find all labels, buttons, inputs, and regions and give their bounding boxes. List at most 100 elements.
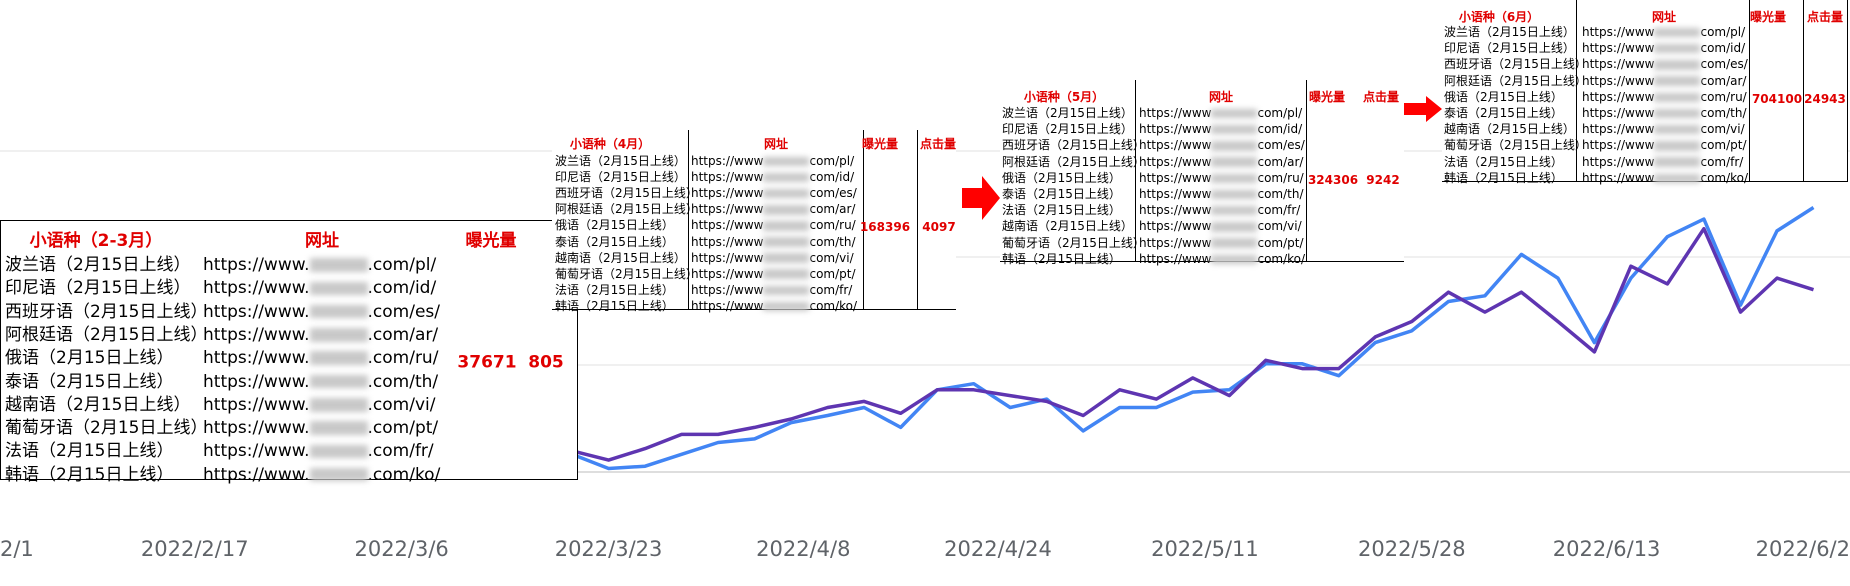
language: 越南语（2月15日上线）	[5, 394, 191, 415]
url: https://www com/ko/	[1582, 172, 1748, 184]
url: https://www com/ru/	[1139, 172, 1304, 184]
url: https://www com/ru/	[691, 219, 856, 231]
redacted	[1211, 222, 1258, 232]
impressions: 704100	[1751, 92, 1803, 106]
url-prefix: https://www	[1139, 251, 1212, 266]
impressions: 168396	[859, 220, 911, 234]
url-suffix: .com/vi/	[367, 394, 436, 415]
url: https://www com/vi/	[1139, 220, 1302, 232]
url-prefix: https://www	[1139, 187, 1212, 201]
url: https://www com/th/	[1582, 107, 1747, 119]
url-suffix: com/fr/	[809, 282, 853, 297]
table-rule	[1306, 80, 1307, 262]
url-prefix: https://www	[1582, 89, 1655, 104]
language: 越南语（2月15日上线）	[555, 250, 686, 265]
table-rule	[1847, 0, 1848, 182]
table-header: 网址	[763, 137, 789, 151]
language: 韩语（2月15日上线）	[1444, 170, 1563, 185]
x-tick-label: 2022/5/28	[1358, 537, 1466, 561]
x-tick-label: 2022/5/11	[1151, 537, 1259, 561]
url-suffix: com/pt/	[809, 266, 856, 281]
url: https://www com/ar/	[1582, 75, 1746, 87]
language: 韩语（2月15日上线）	[555, 298, 674, 313]
language: 俄语（2月15日上线）	[1002, 170, 1121, 185]
x-tick-label: 2022/3/6	[354, 537, 448, 561]
url-prefix: https://www	[1582, 41, 1655, 56]
url-prefix: https://www.	[203, 324, 310, 345]
url-suffix: .com/ar/	[367, 324, 439, 345]
table-rule	[863, 130, 864, 310]
url-prefix: https://www	[691, 186, 764, 201]
url-prefix: https://www.	[203, 441, 310, 462]
redacted	[1211, 189, 1258, 200]
data-table: 小语种（2-3月） 网址 曝光量 波兰语（2月15日上线） https://www. .c…	[0, 220, 578, 483]
url: https://www com/fr/	[691, 284, 852, 296]
redacted	[763, 301, 810, 312]
url-suffix: com/vi/	[809, 250, 854, 265]
url-prefix: https://www	[1582, 25, 1655, 39]
url: https://www com/id/	[1139, 123, 1302, 135]
url-suffix: .com/ko/	[367, 464, 441, 485]
url-prefix: https://www	[1139, 138, 1212, 153]
url-suffix: .com/es/	[367, 301, 440, 322]
url: https://www. .com/ko/	[203, 464, 441, 485]
data-table: 小语种（4月） 网址 曝光量 点击量 波兰语（2月15日上线） https://www co…	[552, 130, 956, 313]
url-suffix: .com/ru/	[367, 348, 439, 369]
redacted	[309, 467, 368, 482]
url-prefix: https://www.	[203, 301, 310, 322]
url-suffix: .com/pt/	[367, 418, 439, 439]
url-prefix: https://www	[1139, 170, 1212, 185]
url-prefix: https://www	[691, 202, 764, 217]
table-rule	[1749, 0, 1750, 182]
url: https://www com/pl/	[1582, 26, 1745, 38]
language: 法语（2月15日上线）	[1444, 154, 1563, 169]
redacted	[1211, 141, 1258, 151]
redacted	[1654, 173, 1701, 184]
language: 泰语（2月15日上线）	[1002, 187, 1121, 201]
redacted	[1211, 108, 1258, 119]
redacted	[1211, 254, 1258, 265]
url: https://www. .com/fr/	[203, 443, 434, 460]
url-suffix: .com/th/	[367, 371, 439, 392]
url-prefix: https://www	[1582, 154, 1655, 169]
language: 泰语（2月15日上线）	[555, 234, 674, 249]
url-suffix: com/es/	[1700, 57, 1748, 72]
redacted	[1211, 238, 1258, 248]
language: 印尼语（2月15日上线）	[1444, 41, 1575, 56]
table-header: 小语种（6月）	[1458, 10, 1540, 24]
url-prefix: https://www	[691, 154, 764, 168]
url: https://www. .com/th/	[203, 371, 439, 392]
redacted	[1211, 205, 1258, 216]
url: https://www com/ru/	[1582, 91, 1747, 103]
url-prefix: https://www	[691, 234, 764, 249]
redacted	[763, 237, 810, 247]
redacted	[309, 304, 368, 319]
redacted	[1654, 76, 1701, 86]
table-rule	[1135, 80, 1136, 262]
url-prefix: https://www	[1139, 154, 1212, 169]
redacted	[309, 258, 368, 272]
url-prefix: https://www	[1582, 57, 1655, 72]
url-suffix: com/th/	[809, 234, 856, 249]
url-prefix: https://www	[691, 218, 764, 233]
table-header: 曝光量	[861, 137, 899, 151]
data-table: 小语种（6月） 网址 曝光量 点击量 波兰语（2月15日上线） https://www co…	[1442, 0, 1848, 185]
url-suffix: com/pl/	[1700, 25, 1746, 39]
impressions: 324306	[1307, 173, 1359, 187]
redacted	[763, 253, 810, 263]
x-tick-label: 2022/4/8	[756, 537, 850, 561]
url-suffix: com/es/	[809, 186, 857, 201]
url-prefix: https://www.	[203, 418, 310, 439]
language: 泰语（2月15日上线）	[5, 371, 174, 392]
language: 印尼语（2月15日上线）	[5, 278, 191, 299]
language: 西班牙语（2月15日上线）	[1002, 138, 1145, 153]
url-prefix: https://www	[1139, 203, 1212, 218]
url: https://www. .com/es/	[203, 301, 440, 322]
language: 泰语（2月15日上线）	[1444, 106, 1563, 120]
table-rule	[1576, 0, 1577, 182]
url: https://www com/vi/	[1582, 123, 1745, 135]
url: https://www. .com/ar/	[203, 324, 439, 345]
table-rule	[1803, 0, 1804, 182]
url-suffix: .com/id/	[367, 278, 437, 299]
